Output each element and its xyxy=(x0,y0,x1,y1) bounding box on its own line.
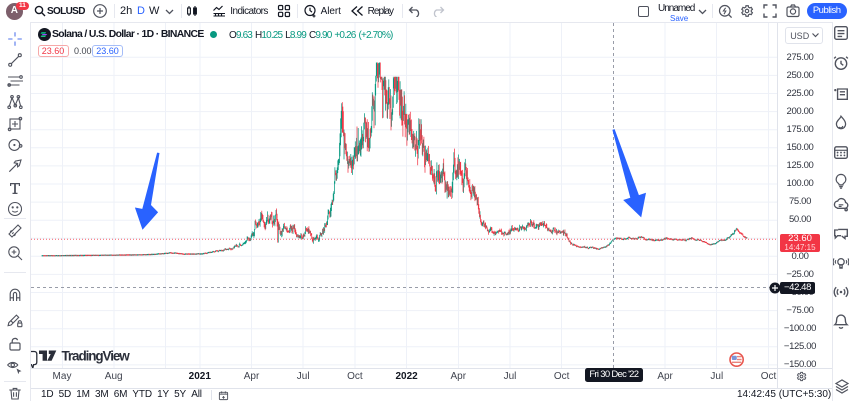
svg-text:TradingView: TradingView xyxy=(62,348,131,363)
